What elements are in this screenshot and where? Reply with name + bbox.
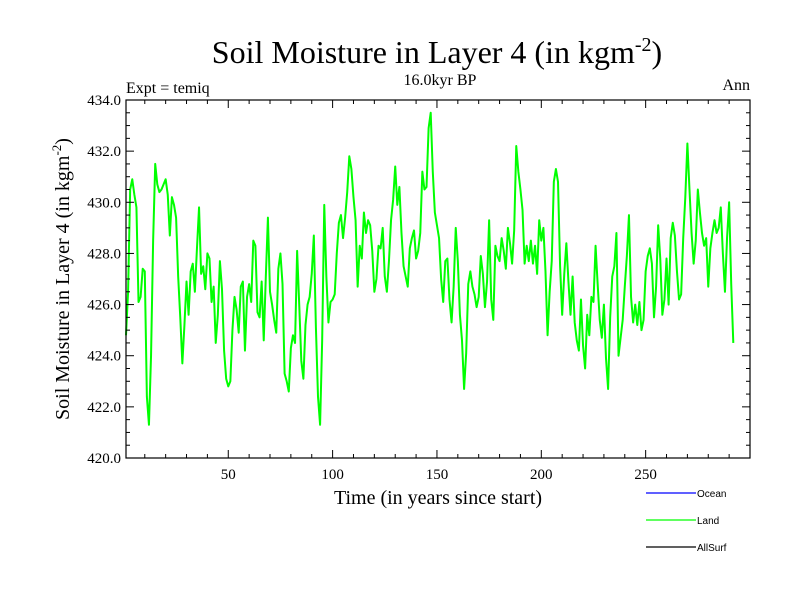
subtitle-right: Ann [722, 77, 750, 94]
series-land-line [125, 111, 735, 426]
y-tick-label: 420.0 [87, 451, 121, 467]
y-tick-label: 428.0 [87, 246, 121, 262]
y-tick-label: 422.0 [87, 400, 121, 416]
y-tick-label: 426.0 [87, 298, 121, 314]
legend-label-land: Land [697, 516, 719, 527]
plot-area [125, 99, 751, 459]
x-tick-label: 50 [221, 467, 236, 483]
legend-label-allsurf: AllSurf [697, 543, 727, 554]
y-tick-label: 432.0 [87, 144, 121, 160]
x-axis-title: Time (in years since start) [334, 487, 542, 509]
x-axis: 50 100 150 200 250 [144, 100, 751, 483]
y-tick-label: 424.0 [87, 349, 121, 365]
subtitle-left: Expt = temiq [126, 80, 210, 97]
x-tick-label: 150 [426, 467, 449, 483]
y-tick-label: 434.0 [87, 93, 121, 109]
chart-title: Soil Moisture in Layer 4 (in kgm-2) [212, 34, 662, 70]
y-axis-title: Soil Moisture in Layer 4 (in kgm-2) [49, 138, 74, 420]
legend: Ocean Land AllSurf [646, 489, 727, 554]
subtitle-center: 16.0kyr BP [404, 72, 477, 89]
y-axis: 420.0 422.0 424.0 426.0 428.0 430.0 432.0 434.0 [87, 93, 750, 467]
x-tick-label: 100 [321, 467, 344, 483]
x-tick-label: 200 [530, 467, 553, 483]
y-tick-label: 430.0 [87, 195, 121, 211]
legend-label-ocean: Ocean [697, 489, 726, 500]
x-tick-label: 250 [634, 467, 657, 483]
